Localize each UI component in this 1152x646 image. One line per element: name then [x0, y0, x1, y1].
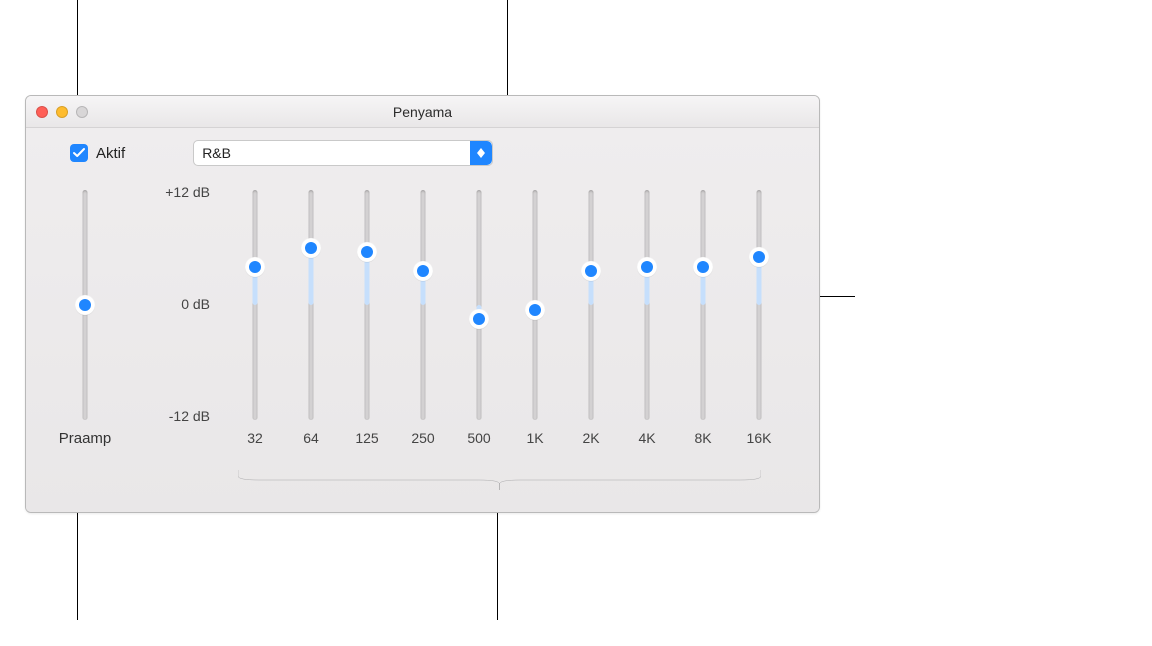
equalizer-window: Penyama Aktif R&B: [25, 95, 820, 513]
chevron-down-icon: [477, 153, 485, 158]
band-label: 2K: [582, 430, 599, 446]
band-2K: 2K: [572, 174, 610, 446]
slider-track: [421, 190, 426, 420]
band-label: 1K: [526, 430, 543, 446]
band-500: 500: [460, 174, 498, 446]
band-slider-16K[interactable]: [749, 190, 769, 420]
band-slider-32[interactable]: [245, 190, 265, 420]
slider-thumb[interactable]: [637, 257, 657, 277]
close-button[interactable]: [36, 106, 48, 118]
slider-thumb[interactable]: [693, 257, 713, 277]
band-slider-500[interactable]: [469, 190, 489, 420]
band-label: 32: [247, 430, 263, 446]
band-64: 64: [292, 174, 330, 446]
band-label: 4K: [638, 430, 655, 446]
slider-track: [365, 190, 370, 420]
maximize-button: [76, 106, 88, 118]
band-4K: 4K: [628, 174, 666, 446]
slider-track: [253, 190, 258, 420]
window-title: Penyama: [26, 104, 819, 120]
band-125: 125: [348, 174, 386, 446]
on-checkbox-label: Aktif: [96, 145, 125, 162]
slider-thumb[interactable]: [245, 257, 265, 277]
band-slider-64[interactable]: [301, 190, 321, 420]
slider-thumb[interactable]: [75, 295, 95, 315]
band-label: 16K: [747, 430, 772, 446]
preset-stepper[interactable]: [470, 141, 492, 165]
band-slider-250[interactable]: [413, 190, 433, 420]
band-16K: 16K: [740, 174, 778, 446]
minimize-button[interactable]: [56, 106, 68, 118]
slider-thumb[interactable]: [749, 247, 769, 267]
band-250: 250: [404, 174, 442, 446]
band-32: 32: [236, 174, 274, 446]
titlebar: Penyama: [26, 96, 819, 128]
slider-thumb[interactable]: [469, 309, 489, 329]
slider-track: [757, 190, 762, 420]
band-label: 8K: [694, 430, 711, 446]
slider-thumb[interactable]: [301, 238, 321, 258]
preamp-slider[interactable]: [75, 190, 95, 420]
slider-track: [701, 190, 706, 420]
slider-track: [309, 190, 314, 420]
slider-track: [645, 190, 650, 420]
preset-select[interactable]: R&B: [193, 140, 493, 166]
slider-thumb[interactable]: [357, 242, 377, 262]
bands-brace: [238, 470, 761, 490]
preamp-label: Praamp: [50, 430, 120, 447]
band-slider-125[interactable]: [357, 190, 377, 420]
band-slider-2K[interactable]: [581, 190, 601, 420]
slider-thumb[interactable]: [525, 300, 545, 320]
slider-thumb[interactable]: [413, 261, 433, 281]
scale-max: +12 dB: [115, 184, 210, 200]
band-label: 500: [467, 430, 490, 446]
band-1K: 1K: [516, 174, 554, 446]
slider-thumb[interactable]: [581, 261, 601, 281]
preset-value: R&B: [194, 145, 470, 161]
band-label: 125: [355, 430, 378, 446]
scale-min: -12 dB: [115, 408, 210, 424]
slider-track: [589, 190, 594, 420]
band-label: 250: [411, 430, 434, 446]
band-slider-4K[interactable]: [637, 190, 657, 420]
band-slider-1K[interactable]: [525, 190, 545, 420]
check-icon: [73, 147, 85, 159]
scale-mid: 0 dB: [115, 296, 210, 312]
band-8K: 8K: [684, 174, 722, 446]
band-slider-8K[interactable]: [693, 190, 713, 420]
on-checkbox[interactable]: [70, 144, 88, 162]
band-label: 64: [303, 430, 319, 446]
